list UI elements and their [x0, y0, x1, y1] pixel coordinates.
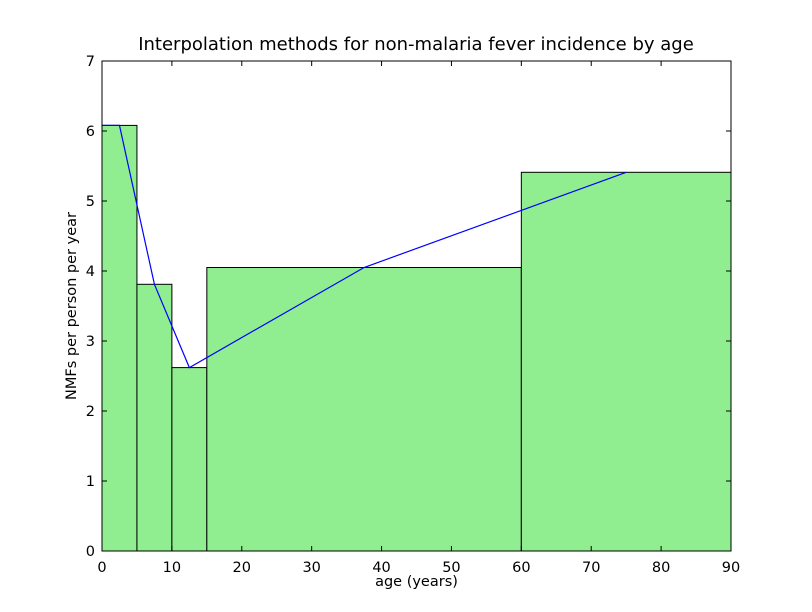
line-group — [102, 124, 627, 369]
interpolation-line — [102, 124, 627, 369]
y-tick-label: 2 — [86, 404, 95, 420]
chart-title: Interpolation methods for non-malaria fe… — [138, 34, 694, 55]
x-tick-label: 50 — [442, 560, 460, 576]
x-tick-label: 10 — [163, 560, 181, 576]
plot-frame — [101, 60, 732, 552]
bar-60-90 — [520, 171, 732, 552]
x-tick-label: 90 — [722, 560, 740, 576]
y-tick-label: 0 — [86, 544, 95, 560]
y-tick-label: 1 — [86, 474, 95, 490]
x-axis-label: age (years) — [375, 574, 458, 590]
y-tick-label: 4 — [86, 264, 95, 280]
x-tick-label: 0 — [97, 560, 106, 576]
y-tick-label: 6 — [86, 124, 95, 140]
x-tick-label: 80 — [652, 560, 670, 576]
y-tick-label: 5 — [86, 194, 95, 210]
x-tick-label: 30 — [302, 560, 320, 576]
bars-group — [101, 124, 732, 552]
bar-10-15 — [171, 367, 208, 552]
x-tick-label: 60 — [512, 560, 530, 576]
bar-5-10 — [136, 283, 173, 552]
x-tick-label: 40 — [372, 560, 390, 576]
y-tick-label: 3 — [86, 334, 95, 350]
bar-0-5 — [101, 124, 138, 552]
y-axis: 0 1 2 3 4 5 6 7 — [86, 54, 731, 560]
bar-15-60 — [206, 267, 522, 552]
y-tick-label: 7 — [86, 54, 95, 70]
x-axis: 0 10 20 30 40 50 60 70 80 90 — [97, 61, 740, 576]
x-tick-label: 70 — [582, 560, 600, 576]
x-tick-label: 20 — [233, 560, 251, 576]
y-axis-label: NMFs per person per year — [64, 212, 80, 400]
